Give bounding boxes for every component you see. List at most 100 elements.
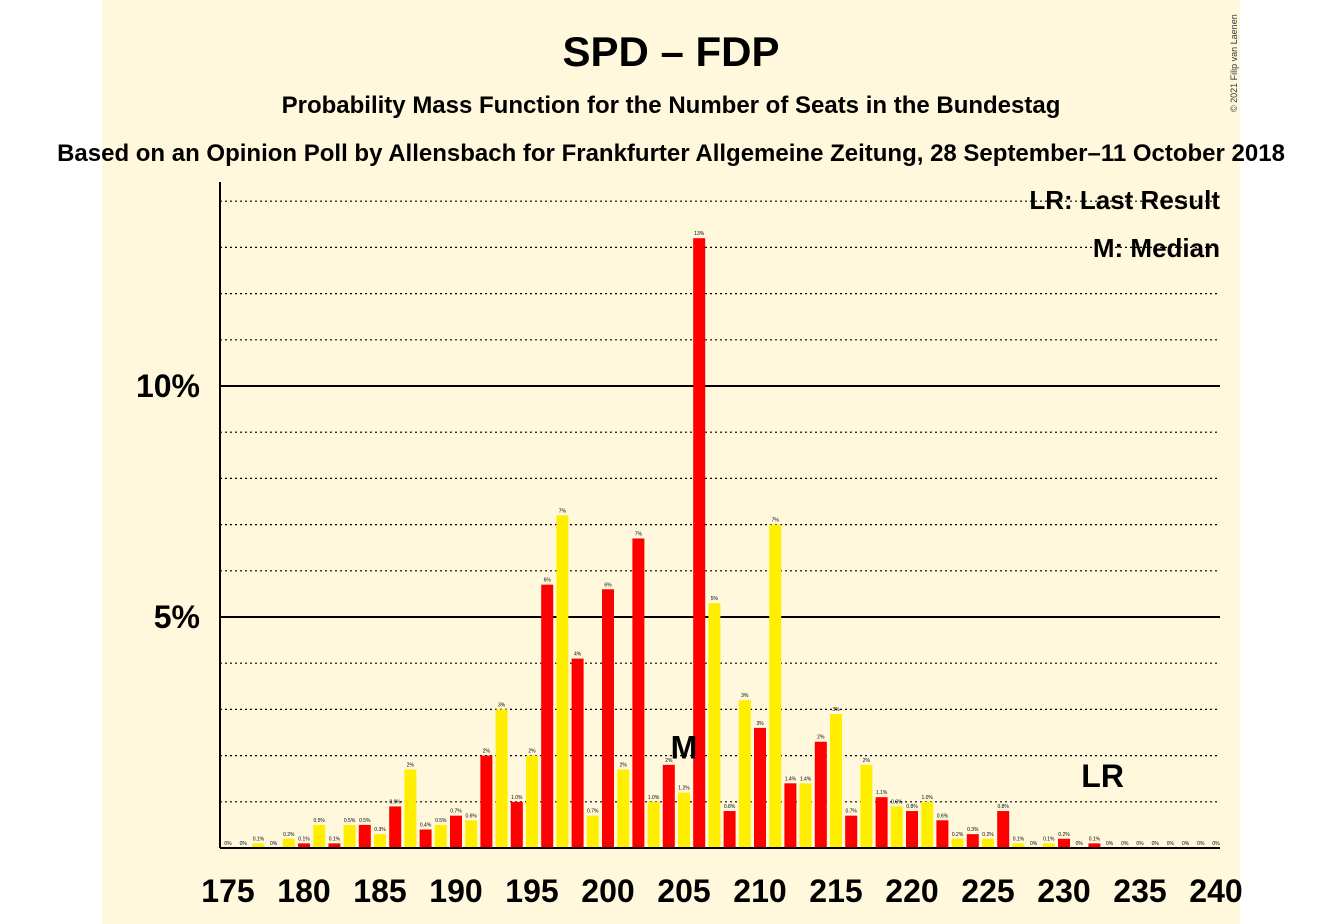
bar-seat-198	[571, 658, 584, 848]
bar-value-label: 0%	[224, 841, 232, 847]
bar-value-label: 0.4%	[420, 823, 432, 829]
bar-value-label: 4%	[574, 652, 582, 658]
x-tick-label: 230	[1037, 873, 1090, 909]
bar-value-label: 0.9%	[389, 799, 401, 805]
bar-value-label: 2%	[528, 749, 536, 755]
bar-value-label: 0%	[1152, 841, 1160, 847]
bar-seat-181	[313, 824, 326, 848]
bar-seat-195	[526, 755, 538, 848]
legend-median: M: Median	[1093, 233, 1220, 263]
bar-seat-218	[875, 797, 888, 848]
bar-seat-201	[617, 769, 630, 848]
bar-seat-227	[1012, 843, 1025, 848]
bar-value-label: 1.0%	[511, 795, 523, 801]
bar-value-label: 2%	[817, 735, 825, 741]
x-tick-label: 225	[961, 873, 1014, 909]
bar-value-label: 3%	[741, 693, 749, 699]
bar-value-label: 1.0%	[921, 795, 933, 801]
bar-seat-206	[693, 238, 706, 848]
bar-value-label: 0.7%	[587, 809, 599, 815]
bar-seat-182	[328, 843, 341, 848]
bar-seat-208	[723, 811, 736, 848]
bar-labels: 0% 0%0.1%0%0.2%0.1%0.5%0.1%0.5% 0.5%0.3%0.…	[224, 231, 1220, 847]
bar-value-label: 0.1%	[298, 836, 310, 842]
bar-value-label: 0.9%	[891, 799, 903, 805]
bar-seat-188	[419, 829, 432, 848]
bar-value-label: 0.3%	[374, 827, 386, 833]
bar-seat-219	[890, 806, 903, 848]
bar-value-label: 0%	[1121, 841, 1129, 847]
copyright-note: © 2021 Filip van Laenen	[1229, 14, 1239, 112]
median-marker: M	[671, 730, 698, 766]
bar-seat-196	[541, 584, 554, 848]
bar-value-label: 0.7%	[845, 809, 857, 815]
bar-seat-177	[252, 843, 265, 848]
bar-value-label: 0%	[1167, 841, 1175, 847]
bar-seat-194	[510, 801, 523, 848]
bar-seat-199	[586, 815, 599, 848]
bar-seat-190	[450, 815, 462, 848]
bar-value-label: 0.8%	[997, 804, 1009, 810]
bar-value-label: 0.1%	[1013, 836, 1025, 842]
x-tick-label: 240	[1189, 873, 1242, 909]
bar-value-label: 7%	[559, 508, 567, 514]
bar-seat-215	[830, 714, 842, 848]
bar-value-label: 2%	[620, 762, 628, 768]
bar-value-label: 0.3%	[967, 827, 979, 833]
bar-seat-202	[632, 538, 645, 848]
bar-seat-232	[1088, 843, 1101, 848]
x-tick-label: 205	[657, 873, 710, 909]
bar-seat-200	[602, 589, 614, 848]
bar-seat-185	[374, 834, 386, 848]
legend-last-result: LR: Last Result	[1029, 185, 1220, 215]
bar-seat-197	[556, 515, 569, 848]
bar-value-label: 0.2%	[952, 832, 964, 838]
x-tick-label: 215	[809, 873, 862, 909]
bar-value-label: 0%	[1030, 841, 1038, 847]
bar-value-label: 0.5%	[344, 818, 356, 824]
bar-value-label: 5%	[711, 596, 719, 602]
bar-value-label: 2%	[665, 758, 673, 764]
bar-seat-212	[784, 783, 797, 848]
bar-value-label: 1.4%	[800, 776, 812, 782]
bar-seat-203	[647, 801, 660, 848]
bar-value-label: 0.6%	[937, 813, 949, 819]
bar-value-label: 0.5%	[435, 818, 447, 824]
bar-seat-179	[282, 838, 295, 848]
bar-value-label: 0.6%	[465, 813, 477, 819]
bar-value-label: 0%	[1212, 841, 1220, 847]
bar-value-label: 0.2%	[982, 832, 994, 838]
bar-value-label: 1.0%	[648, 795, 660, 801]
bar-value-label: 0%	[1076, 841, 1084, 847]
bar-seat-213	[799, 783, 812, 848]
bar-value-label: 0.5%	[313, 818, 325, 824]
bar-value-label: 0.2%	[283, 832, 295, 838]
bar-value-label: 0.1%	[1089, 836, 1101, 842]
bar-value-label: 2%	[407, 762, 415, 768]
bar-value-label: 13%	[694, 231, 705, 237]
bar-value-label: 0.8%	[906, 804, 918, 810]
bar-value-label: 0%	[240, 841, 248, 847]
x-tick-label: 180	[277, 873, 330, 909]
bars	[252, 238, 1101, 848]
bar-value-label: 7%	[635, 531, 643, 537]
bar-seat-187	[404, 769, 417, 848]
y-tick-label: 5%	[154, 599, 200, 635]
bar-seat-230	[1058, 838, 1070, 848]
bar-value-label: 0.1%	[329, 836, 341, 842]
bar-seat-193	[495, 709, 508, 848]
x-tick-label: 195	[505, 873, 558, 909]
bar-seat-186	[389, 806, 402, 848]
bar-seat-183	[343, 824, 356, 848]
bar-seat-221	[921, 801, 934, 848]
bar-seat-229	[1042, 843, 1055, 848]
bar-value-label: 6%	[604, 582, 612, 588]
chart-subtitle: Probability Mass Function for the Number…	[282, 92, 1061, 119]
chart-title: SPD – FDP	[562, 28, 779, 75]
chart-subtitle-source: Based on an Opinion Poll by Allensbach f…	[57, 140, 1285, 167]
bar-seat-226	[997, 811, 1010, 848]
bar-value-label: 0.2%	[1058, 832, 1070, 838]
bar-seat-184	[358, 824, 371, 848]
bar-value-label: 0%	[1182, 841, 1190, 847]
